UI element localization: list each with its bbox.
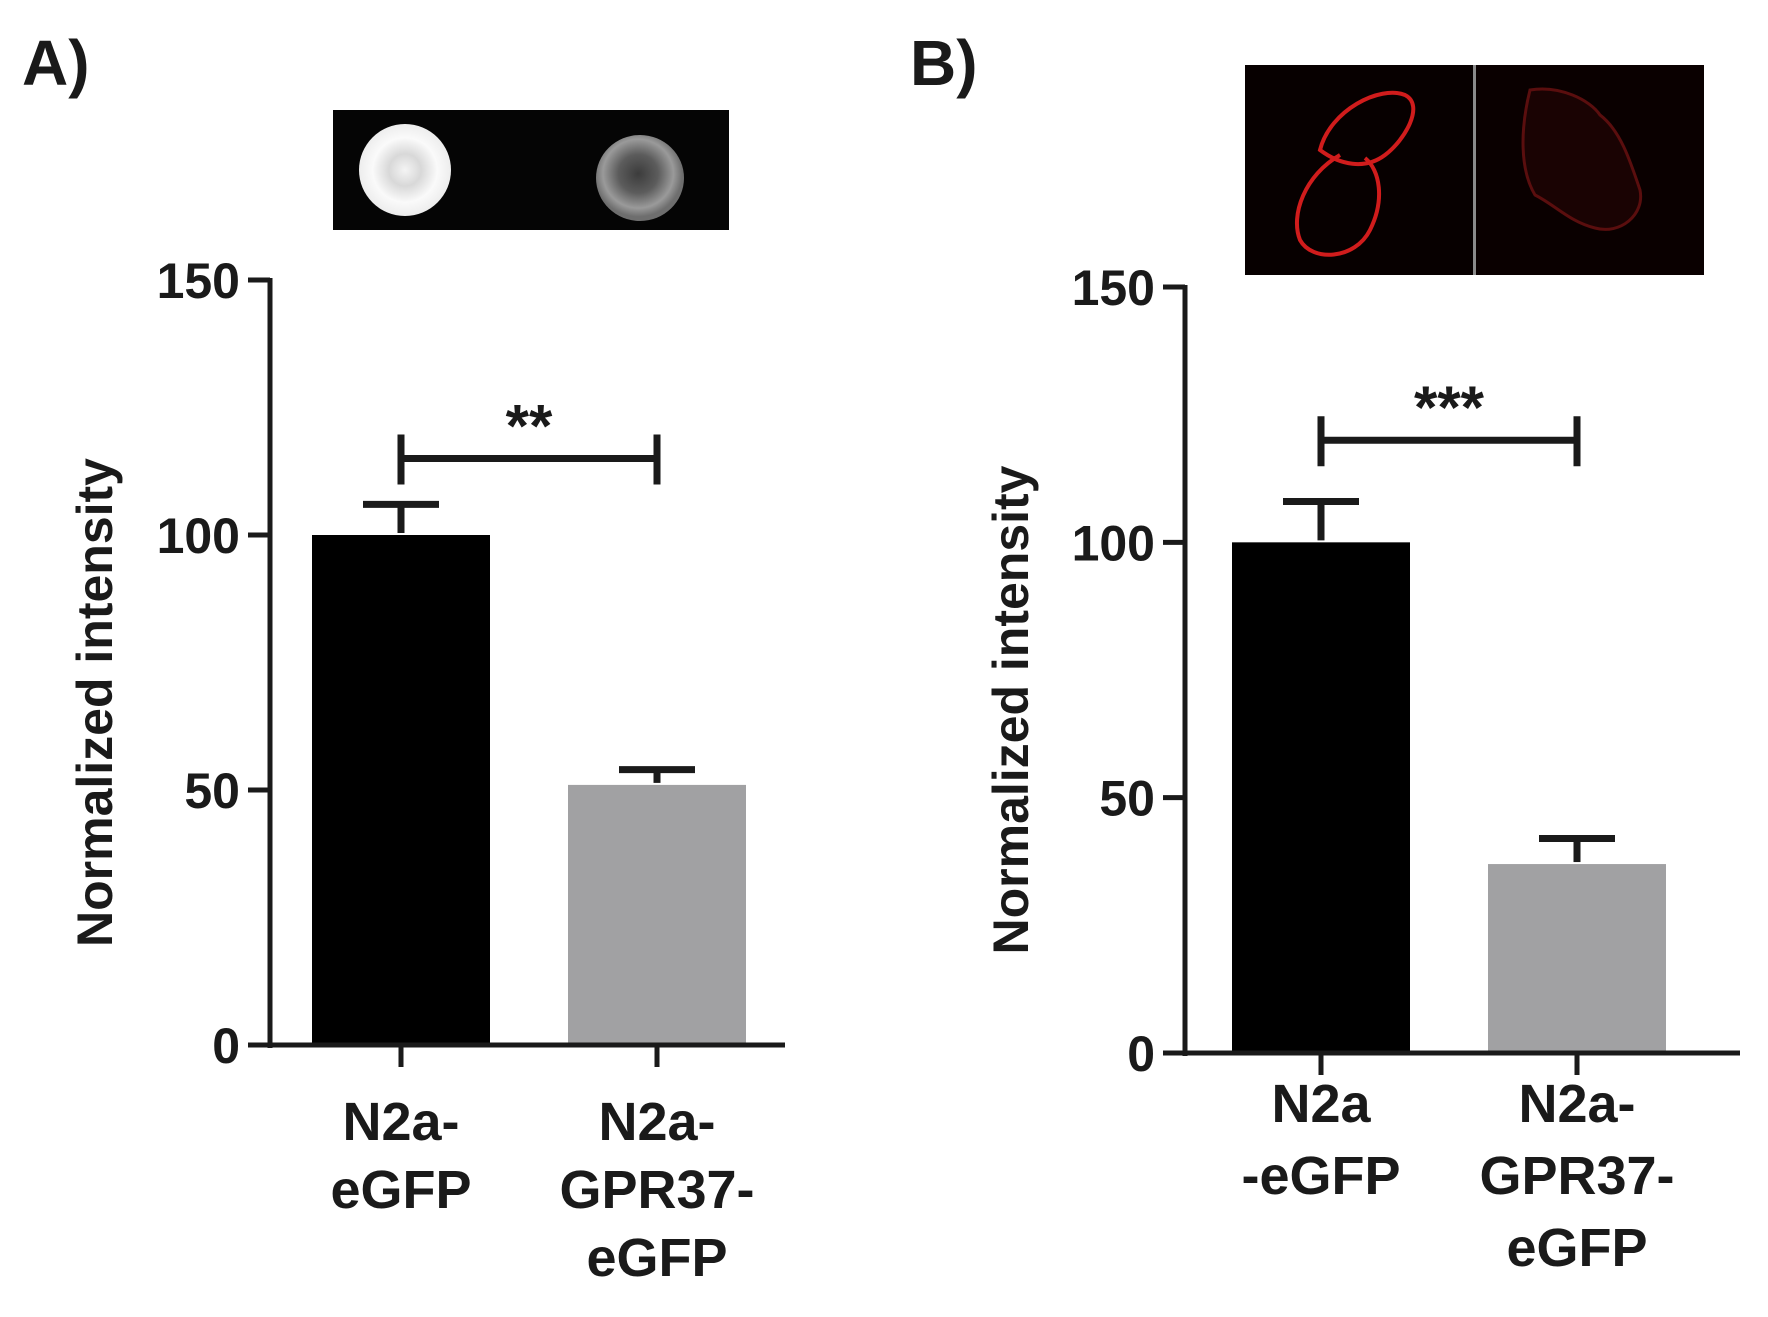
significance-label-b: *** — [1414, 374, 1485, 441]
y-tick-label-b-50: 50 — [1099, 771, 1155, 827]
category-label-b-1: N2a -eGFP — [1241, 1074, 1400, 1206]
dot-blot-spot-gpr37 — [596, 135, 684, 221]
panel-a-label: A) — [22, 27, 90, 99]
panel-a: A) 0 50 100 150 Normalized intensity N2a-eGFP… — [22, 27, 785, 1288]
panel-b-label: B) — [910, 27, 978, 99]
dot-blot-spot-egfp — [359, 124, 451, 216]
y-tick-label-a-0: 0 — [212, 1018, 240, 1074]
bar-b-1 — [1232, 542, 1410, 1053]
cell-membrane-egfp-lower — [1294, 153, 1382, 257]
bar-a-1 — [312, 535, 490, 1045]
bar-chart-b: 0 50 100 150 Normalized intensity N2a -eGFP N2a… — [983, 260, 1740, 1278]
significance-label-a: ** — [506, 393, 553, 460]
micrograph-inset — [1245, 65, 1704, 275]
bar-chart-a: 0 50 100 150 Normalized intensity N2a-eGFP N2a… — [67, 253, 785, 1288]
y-tick-label-b-150: 150 — [1072, 260, 1155, 316]
y-tick-label-b-100: 100 — [1072, 515, 1155, 571]
dot-blot-inset — [333, 110, 729, 230]
y-axis-title-a: Normalized intensity — [67, 458, 123, 947]
y-tick-label-a-50: 50 — [184, 763, 240, 819]
category-label-a-2: N2a-GPR37-eGFP — [559, 1092, 754, 1288]
y-tick-label-a-150: 150 — [157, 253, 240, 309]
cell-membrane-gpr37 — [1521, 87, 1643, 231]
y-tick-label-a-100: 100 — [157, 508, 240, 564]
y-axis-title-b: Normalized intensity — [983, 465, 1039, 954]
panel-b: B) 0 50 100 150 Normalized intensity N2a -eGFP… — [910, 27, 1740, 1278]
bar-b-2 — [1488, 864, 1666, 1053]
y-tick-label-b-0: 0 — [1127, 1026, 1155, 1082]
micrograph-left — [1245, 65, 1473, 275]
bar-a-2 — [568, 784, 746, 1045]
cell-membrane-egfp-upper — [1317, 90, 1416, 167]
category-label-a-1: N2a-eGFP — [330, 1092, 471, 1220]
category-label-b-2: N2a-GPR37-eGFP — [1479, 1074, 1674, 1278]
micrograph-divider — [1473, 65, 1476, 275]
